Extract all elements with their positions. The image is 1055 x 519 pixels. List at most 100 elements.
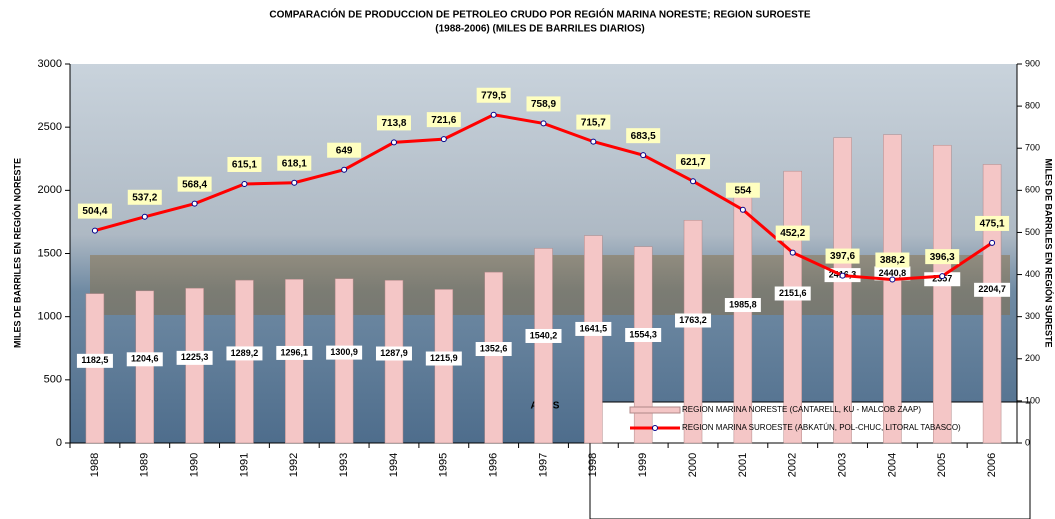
x-tick-label: 2004 (886, 453, 898, 477)
data-label: 1352,6 (480, 343, 508, 353)
line-marker (590, 138, 597, 145)
legend-label: REGION MARINA SUROESTE (ABKATÚN, POL-CHU… (682, 423, 961, 432)
line-marker (141, 213, 148, 220)
data-label: 388,2 (880, 255, 905, 266)
data-label: 621,7 (681, 157, 706, 168)
data-label-bg (675, 313, 712, 328)
y2-tick-label: 600 (1025, 185, 1040, 195)
data-label: 683,5 (631, 131, 656, 142)
x-tick-label: 1996 (488, 453, 500, 477)
data-label-bg (575, 321, 612, 336)
chart-subtitle: (1988-2006) (MILES DE BARRILES DIARIOS) (435, 24, 645, 35)
line-marker (690, 178, 697, 185)
x-tick-label: 1993 (338, 453, 350, 477)
y-tick-label: 500 (44, 374, 62, 386)
data-label-bg (176, 350, 213, 365)
data-label-bg (775, 225, 810, 241)
data-label: 1182,5 (81, 355, 108, 365)
data-label-bg (525, 328, 562, 343)
data-label-bg (975, 215, 1010, 231)
data-label: 1296,1 (281, 347, 309, 357)
y2-tick-label: 400 (1025, 269, 1040, 279)
line-marker (91, 227, 98, 234)
data-label-bg (226, 346, 263, 361)
data-label-bg (874, 266, 911, 281)
line-marker (341, 166, 348, 173)
x-tick-label: 1990 (189, 453, 201, 477)
data-label-bg (227, 156, 262, 172)
line-marker (540, 120, 547, 127)
data-label-bg (77, 203, 112, 219)
line-marker (789, 249, 796, 256)
data-label-bg (676, 154, 711, 170)
data-label-bg (425, 351, 462, 366)
bar (534, 248, 553, 444)
y2-tick-label: 500 (1025, 227, 1040, 237)
data-label: 537,2 (132, 192, 157, 203)
data-label: 779,5 (481, 90, 506, 101)
data-label-bg (375, 346, 412, 361)
line-marker (889, 276, 896, 283)
data-label: 1641,5 (580, 323, 608, 333)
data-label-bg (127, 189, 162, 205)
data-label-bg (277, 155, 312, 171)
line-marker (191, 200, 198, 207)
x-tick-label: 2000 (687, 453, 699, 477)
data-label-bg (376, 115, 411, 131)
data-label-bg (724, 298, 761, 313)
data-label-bg (626, 128, 661, 144)
x-tick-label: 1997 (537, 453, 549, 477)
y2-tick-label: 900 (1025, 58, 1040, 68)
data-label-bg (725, 182, 760, 198)
bar (334, 278, 354, 444)
data-label-bg (925, 249, 960, 265)
y-tick-label: 2500 (38, 121, 62, 133)
data-label: 2440,8 (879, 268, 907, 278)
line-marker (291, 179, 298, 186)
y-tick-label: 1000 (38, 311, 62, 323)
data-label: 504,4 (82, 206, 107, 217)
data-label: 649 (336, 145, 353, 156)
y-tick-label: 0 (56, 437, 62, 449)
x-tick-label: 1991 (238, 453, 250, 477)
bar (484, 271, 503, 444)
y2-tick-label: 800 (1025, 100, 1040, 110)
bar (384, 280, 404, 444)
bar (434, 289, 454, 444)
y-axis-title: MILES DE BARRILES EN REGIÓN NORESTE (11, 158, 22, 348)
legend-swatch (629, 406, 681, 414)
data-label: 1204,6 (131, 354, 159, 364)
data-label-bg (576, 114, 611, 130)
y2-tick-label: 700 (1025, 143, 1040, 153)
data-label-bg (426, 112, 461, 128)
data-label: 1225,3 (181, 352, 209, 362)
data-label-bg (326, 345, 363, 360)
data-label: 2151,6 (779, 288, 807, 298)
data-label: 2204,7 (978, 284, 1006, 294)
data-label-bg (476, 87, 511, 103)
x-tick-label: 1995 (438, 453, 450, 477)
bar (633, 246, 653, 444)
line-marker (939, 273, 946, 280)
legend-marker (652, 425, 658, 431)
y-tick-label: 2000 (38, 184, 62, 196)
bar (883, 134, 902, 444)
x-tick-label: 2006 (986, 453, 998, 477)
data-label: 1763,2 (679, 315, 707, 325)
line-marker (390, 139, 397, 146)
bar (85, 293, 105, 444)
y2-tick-label: 300 (1025, 311, 1040, 321)
data-label: 452,2 (780, 228, 805, 239)
data-label: 1287,9 (380, 348, 408, 358)
bar (683, 219, 703, 444)
line-marker (839, 272, 846, 279)
data-label: 615,1 (232, 160, 257, 171)
data-label: 713,8 (381, 118, 406, 129)
chart-title: COMPARACIÓN DE PRODUCCION DE PETROLEO CR… (269, 8, 810, 21)
data-label: 554 (735, 185, 752, 196)
x-tick-label: 2001 (737, 453, 749, 477)
bar (932, 144, 952, 444)
data-label-bg (327, 142, 362, 158)
line-marker (739, 206, 746, 213)
